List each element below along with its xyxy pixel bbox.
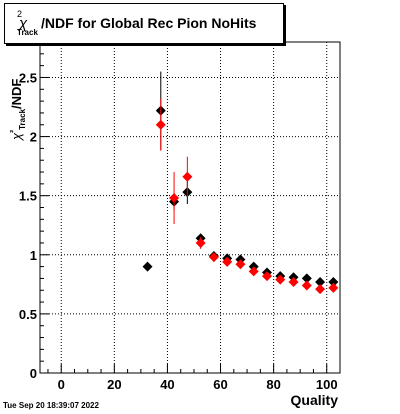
y-tick-label: 1 <box>30 248 37 263</box>
x-tick-label: 20 <box>107 377 121 392</box>
data-point <box>288 276 299 287</box>
data-point <box>155 119 166 130</box>
data-point <box>315 276 326 287</box>
tick-labels: 0 20 40 60 80 100 0 0.5 1 1.5 2 2.5 <box>19 70 338 392</box>
chart-title: /NDF for Global Rec Pion NoHits <box>41 15 257 31</box>
data-point <box>301 280 312 291</box>
data-point <box>195 237 206 248</box>
x-axis-label: Quality <box>290 392 338 408</box>
data-point <box>248 266 259 277</box>
grid-lines <box>40 42 340 374</box>
data-point <box>328 276 339 287</box>
data-marks <box>142 71 339 295</box>
data-point <box>328 282 339 293</box>
title-superscript: 2 <box>17 9 23 19</box>
plot-frame <box>39 41 341 374</box>
data-point <box>208 252 219 263</box>
data-point <box>182 171 193 182</box>
title-subscript: Track <box>17 28 38 37</box>
x-tick-label: 40 <box>160 377 174 392</box>
y-tick-label: 1.5 <box>19 189 37 204</box>
axes <box>39 41 341 374</box>
title-box: χ 2 Track /NDF for Global Rec Pion NoHit… <box>4 3 284 44</box>
x-tick-label: 100 <box>316 377 338 392</box>
data-point <box>142 261 153 272</box>
y-tick-label: 0 <box>30 366 37 381</box>
y-axis-label-group: χ²Track/NDF <box>8 79 27 141</box>
y-axis-label: χ²Track/NDF <box>8 79 27 141</box>
series-1 <box>142 71 339 287</box>
data-point <box>315 284 326 295</box>
data-point <box>301 273 312 284</box>
title-symbol: χ <box>19 15 28 32</box>
data-point <box>222 256 233 267</box>
data-point <box>235 259 246 270</box>
x-tick-label: 0 <box>58 377 65 392</box>
y-tick-label: 0.5 <box>19 307 37 322</box>
timestamp: Tue Sep 20 18:39:07 2022 <box>3 401 99 410</box>
y-tick-label: 2.5 <box>19 70 37 85</box>
data-point <box>169 193 180 204</box>
y-tick-label: 2 <box>30 130 37 145</box>
x-tick-label: 80 <box>266 377 280 392</box>
data-point <box>275 274 286 285</box>
x-tick-label: 60 <box>213 377 227 392</box>
data-point <box>261 271 272 282</box>
series-2 <box>155 98 339 295</box>
